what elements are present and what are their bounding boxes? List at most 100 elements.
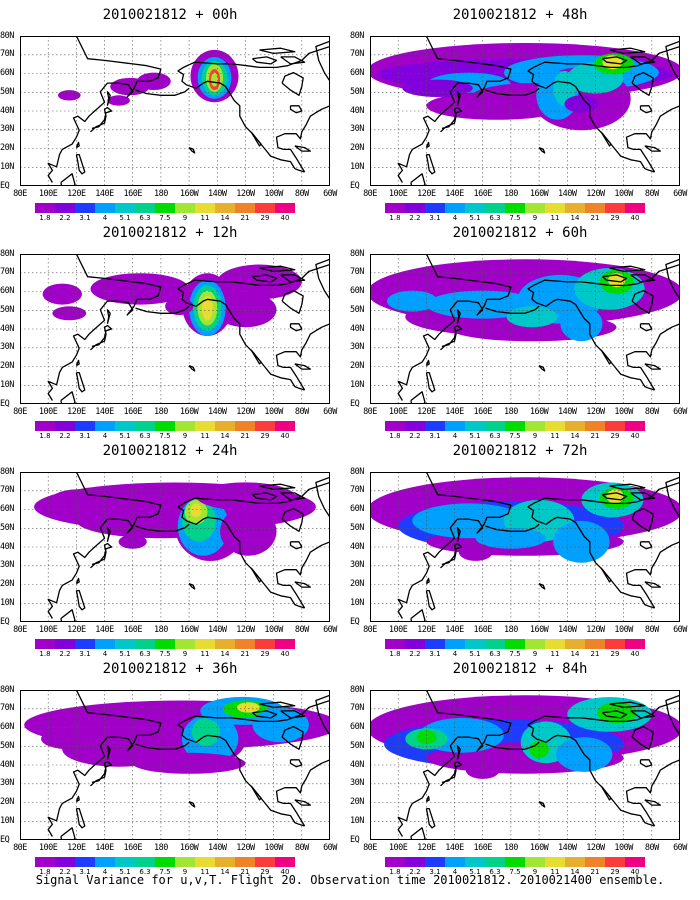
panel-title: 2010021812 + 48h: [452, 7, 588, 23]
colorbar-tick-label: 11: [550, 868, 560, 876]
latitude-tick-label: 60N: [350, 68, 364, 78]
latitude-tick-label: 60N: [0, 286, 14, 296]
latitude-tick-label: 30N: [350, 342, 364, 353]
latitude-tick-label: 40N: [0, 759, 14, 770]
colorbar-tick-label: 1.8: [389, 432, 401, 440]
latitude-tick-label: 20N: [0, 579, 14, 589]
longitude-tick-label: 120E: [417, 407, 436, 417]
colorbar-tick-label: 40: [630, 432, 640, 440]
colorbar-swatch: [505, 639, 525, 649]
latitude-tick-label: EQ: [0, 180, 10, 191]
longitude-tick-label: 100E: [38, 189, 58, 199]
colorbar-labels: 1.8 2.2 3.1 4 5.1 6.3 7.5 9 11 14 21 29 40: [35, 214, 295, 223]
colorbar-tick-label: 7.5: [509, 650, 521, 658]
colorbar-tick-label: 29: [610, 432, 620, 440]
colorbar-swatch: [235, 857, 255, 867]
panel-title: 2010021812 + 36h: [102, 661, 238, 677]
latitude-tick-label: EQ: [350, 180, 360, 191]
colorbar-swatch: [605, 639, 625, 649]
colorbar-swatch: [605, 203, 625, 213]
longitude-tick-label: 80E: [13, 407, 27, 417]
longitude-tick-label: 80W: [294, 625, 309, 635]
latitude-tick-label: 70N: [350, 485, 364, 496]
colorbar-swatch: [525, 857, 545, 867]
colorbar-swatch: [175, 421, 195, 431]
colorbar-tick-label: 29: [610, 868, 620, 876]
colorbar-swatch: [255, 857, 275, 867]
colorbar-tick-label: 7.5: [509, 432, 521, 440]
figure-caption: Signal Variance for u,v,T. Flight 20. Ob…: [35, 873, 665, 887]
signal-variance-map: 80N 70N 60N 50N 40N 30N 20N 10N EQ: [0, 249, 330, 408]
colorbar-swatch: [525, 639, 545, 649]
longitude-tick-label: 100W: [614, 407, 633, 417]
colorbar: [385, 421, 645, 431]
forecast-panel: 2010021812 + 12h 80N 70N 60N 50N 40N 30N 20N 10N…: [0, 224, 340, 442]
colorbar-swatch: [95, 203, 115, 213]
longitude-tick-label: 140W: [208, 843, 227, 853]
latitude-tick-label: 70N: [0, 703, 14, 714]
longitude-tick-label: 140E: [95, 843, 114, 853]
colorbar-tick-label: 1.8: [39, 214, 51, 222]
colorbar-tick-label: 14: [220, 214, 230, 222]
longitude-tick-label: 140E: [445, 407, 464, 417]
latitude-tick-label: EQ: [0, 616, 10, 627]
longitude-tick-label: 60W: [323, 843, 337, 853]
colorbar-tick-label: 21: [590, 432, 600, 440]
latitude-tick-label: EQ: [0, 834, 10, 845]
colorbar-swatch: [565, 203, 585, 213]
colorbar-swatch: [135, 203, 155, 213]
longitude-tick-label: 140E: [95, 625, 114, 635]
colorbar-tick-label: 21: [590, 650, 600, 658]
colorbar-tick-label: 21: [240, 868, 250, 876]
colorbar-tick-label: 2.2: [59, 650, 71, 658]
colorbar-swatch: [75, 203, 95, 213]
colorbar-tick-label: 2.2: [59, 432, 71, 440]
colorbar-tick-label: 4: [452, 214, 458, 222]
longitude-tick-label: 80W: [294, 189, 309, 199]
longitude-tick-label: 80W: [644, 189, 659, 199]
latitude-tick-label: 20N: [350, 361, 364, 371]
colorbar-tick-label: 1.8: [39, 432, 51, 440]
colorbar-tick-label: 40: [280, 432, 290, 440]
colorbar-swatch: [195, 857, 215, 867]
colorbar-swatch: [445, 639, 465, 649]
colorbar-tick-label: 9: [532, 214, 538, 222]
colorbar-swatch: [35, 421, 55, 431]
forecast-panel: 2010021812 + 48h 80N 70N 60N 50N 40N 30N 20N 10N…: [350, 6, 690, 224]
colorbar-tick-label: 3.1: [79, 432, 91, 440]
latitude-tick-label: 70N: [350, 49, 364, 60]
longitude-tick-label: 100W: [614, 843, 633, 853]
colorbar-tick-label: 3.1: [429, 868, 441, 876]
colorbar: [385, 639, 645, 649]
longitude-tick-label: 160W: [529, 407, 549, 417]
longitude-tick-label: 140E: [445, 189, 464, 199]
colorbar-tick-label: 5.1: [119, 868, 131, 876]
colorbar-swatch: [565, 421, 585, 431]
colorbar-tick-label: 21: [240, 214, 250, 222]
colorbar-tick-label: 14: [220, 650, 230, 658]
colorbar-swatch: [255, 639, 275, 649]
forecast-panel: 2010021812 + 00h 80N 70N 60N 50N 40N 30N 20N 10N…: [0, 6, 340, 224]
latitude-tick-label: 70N: [0, 267, 14, 278]
latitude-tick-label: 80N: [350, 466, 364, 477]
coastlines: [47, 36, 330, 186]
signal-variance-map: 80N 70N 60N 50N 40N 30N 20N 10N EQ: [0, 467, 330, 626]
colorbar-tick-label: 11: [200, 432, 210, 440]
colorbar-swatch: [465, 857, 485, 867]
latitude-tick-label: 70N: [0, 49, 14, 60]
latitude-tick-label: 10N: [0, 815, 14, 826]
colorbar-swatch: [405, 857, 425, 867]
colorbar-labels: 1.8 2.2 3.1 4 5.1 6.3 7.5 9 11 14 21 29 40: [385, 214, 645, 223]
latitude-tick-label: 60N: [350, 504, 364, 514]
longitude-tick-label: 120E: [417, 625, 436, 635]
colorbar-swatch: [215, 639, 235, 649]
panel-title: 2010021812 + 60h: [452, 225, 588, 241]
latitude-tick-label: 20N: [350, 143, 364, 153]
latitude-tick-label: 70N: [350, 267, 364, 278]
colorbar-tick-label: 6.3: [489, 650, 501, 658]
signal-variance-map: 80N 70N 60N 50N 40N 30N 20N 10N EQ: [0, 685, 330, 844]
map-gridlines: [370, 254, 680, 404]
colorbar-swatch: [255, 203, 275, 213]
signal-variance-map: 80N 70N 60N 50N 40N 30N 20N 10N EQ: [350, 467, 680, 626]
colorbar-swatch: [135, 421, 155, 431]
